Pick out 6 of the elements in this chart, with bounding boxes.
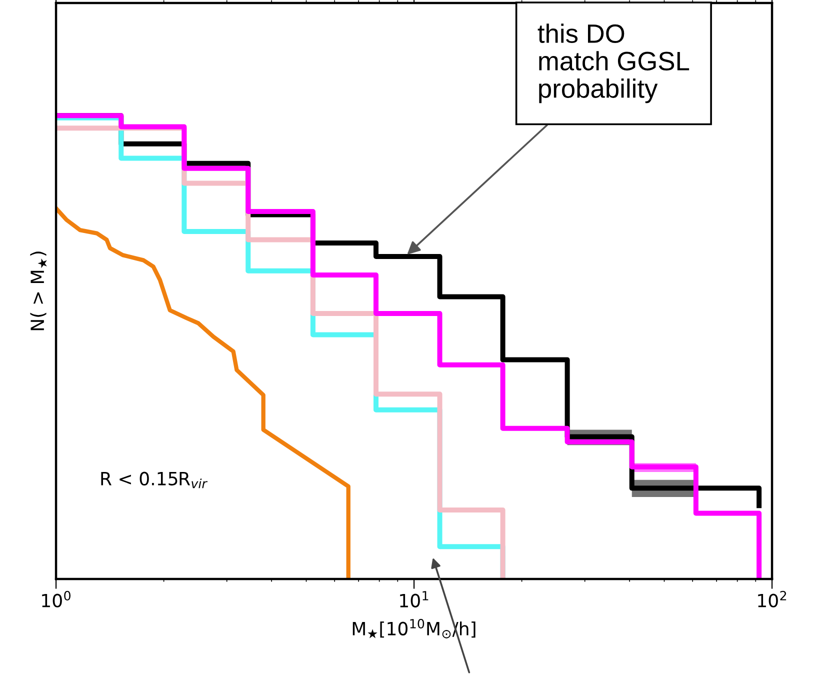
y-axis-title: N( > M$_{★}$) — [30, 252, 47, 330]
x-tick-label: 10$^{0}$ — [42, 590, 70, 608]
annotation: this DO match GGSL probability — [538, 24, 690, 104]
x-tick-label: 10$^{2}$ — [758, 590, 786, 608]
text: R < 0.15R$_{vir}$ — [101, 472, 208, 488]
x-tick-label: 10$^{1}$ — [400, 591, 428, 608]
